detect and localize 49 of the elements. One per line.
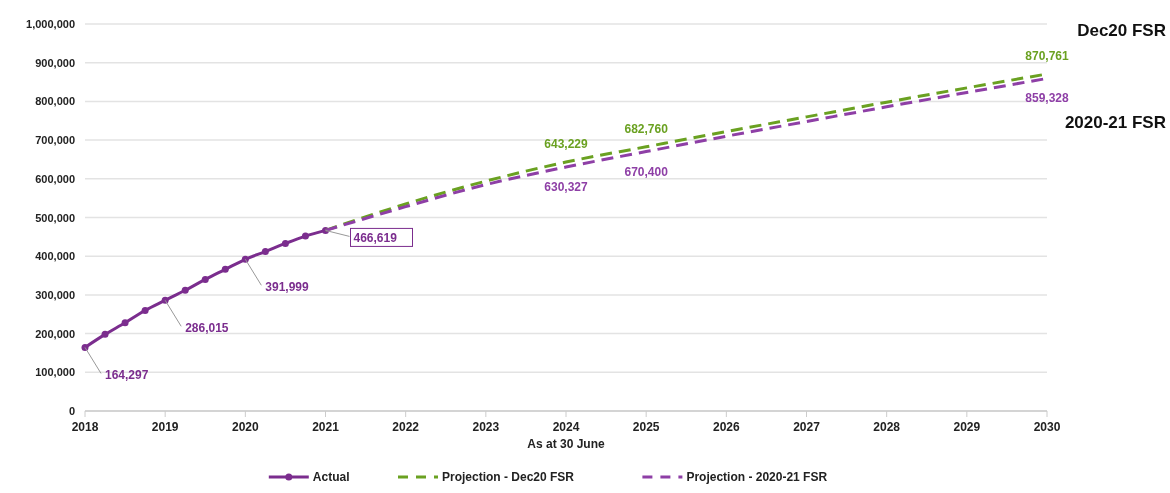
data-label: 630,327 <box>544 180 589 195</box>
x-tick-label: 2023 <box>472 420 500 434</box>
point <box>181 286 189 294</box>
y-tick-label: 100,000 <box>35 366 75 379</box>
data-label: 682,760 <box>624 121 669 136</box>
data-label: 859,328 <box>1025 91 1070 106</box>
y-tick-label: 600,000 <box>35 172 75 185</box>
point <box>221 265 229 273</box>
x-tick-label: 2026 <box>712 420 740 434</box>
x-tick-label: 2019 <box>151 420 179 434</box>
data-label: 870,761 <box>1025 49 1070 64</box>
data-label: 286,015 <box>185 321 229 336</box>
x-tick-label: 2029 <box>953 420 981 434</box>
data-label: 164,297 <box>105 368 149 383</box>
data-label: 466,619 <box>353 231 398 246</box>
point <box>121 319 129 327</box>
point <box>101 330 109 338</box>
x-tick-label: 2027 <box>793 420 821 434</box>
y-tick-label: 700,000 <box>35 134 75 147</box>
x-tick-label: 2024 <box>552 420 580 434</box>
text: Dec20 FSR <box>1077 21 1166 41</box>
x-tick-label: 2018 <box>71 420 99 434</box>
point <box>281 239 289 247</box>
x-tick-label: 2025 <box>632 420 660 434</box>
x-tick-label: 2020 <box>231 420 259 434</box>
x-tick-label: 2030 <box>1033 420 1061 434</box>
data-label: 391,999 <box>265 280 310 295</box>
y-tick-label: 800,000 <box>35 95 75 108</box>
text: 2020-21 FSR <box>1064 113 1166 133</box>
point <box>141 306 149 314</box>
x-tick-label: 2021 <box>312 420 340 434</box>
legend-label: Projection - Dec20 FSR <box>442 470 575 484</box>
y-tick-label: 300,000 <box>35 288 75 301</box>
x-tick-label: 2028 <box>873 420 901 434</box>
y-tick-label: 200,000 <box>35 327 75 340</box>
y-tick-label: 1,000,000 <box>26 18 75 30</box>
point <box>201 275 209 283</box>
point <box>301 232 309 240</box>
legend-label: Actual <box>312 470 350 484</box>
point <box>261 248 269 256</box>
x-axis-title: As at 30 June <box>527 437 606 451</box>
x-tick-label: 2022 <box>392 420 420 434</box>
y-tick-label: 0 <box>68 405 75 417</box>
y-tick-label: 900,000 <box>35 56 75 69</box>
data-label: 643,229 <box>544 137 589 152</box>
legend-label: Projection - 2020-21 FSR <box>686 470 828 484</box>
y-tick-label: 500,000 <box>35 211 75 224</box>
y-tick-label: 400,000 <box>35 250 75 263</box>
data-label: 670,400 <box>624 164 669 179</box>
